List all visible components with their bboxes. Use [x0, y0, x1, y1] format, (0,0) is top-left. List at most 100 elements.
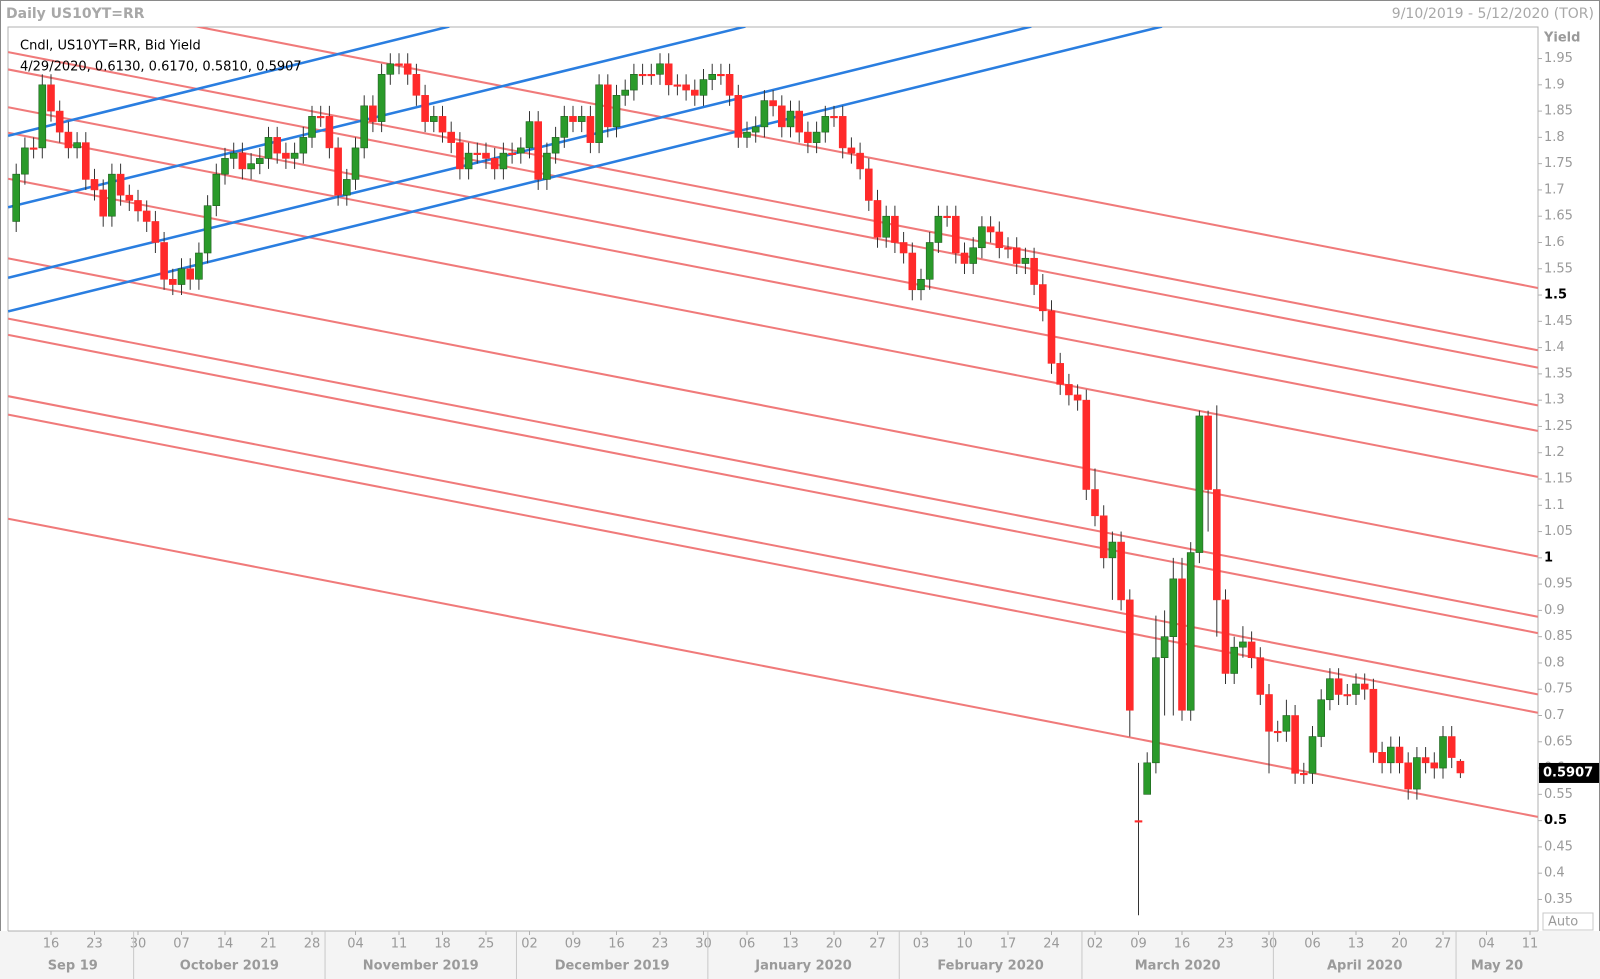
- candle-body: [73, 142, 81, 149]
- candle-body: [664, 63, 673, 86]
- y-tick-label: 1.35: [1544, 366, 1573, 381]
- candle-body: [586, 116, 595, 143]
- month-label: January 2020: [754, 959, 851, 974]
- candle-body: [203, 205, 212, 254]
- candle-body: [308, 116, 316, 138]
- candle-body: [29, 147, 38, 150]
- candle-body: [1186, 552, 1195, 711]
- y-tick-label: 1.85: [1544, 104, 1573, 119]
- candle-body: [412, 74, 421, 96]
- candle-body: [551, 137, 560, 154]
- candle-body: [899, 242, 908, 254]
- candle-body: [1039, 284, 1047, 312]
- candle-body: [621, 89, 630, 96]
- x-tick-label: 14: [217, 937, 234, 952]
- candle-body: [690, 89, 699, 96]
- candle-body: [1456, 760, 1465, 774]
- candle-body: [612, 95, 621, 128]
- y-tick-label: 1.3: [1544, 393, 1565, 408]
- candle-body: [673, 84, 682, 87]
- candle-body: [464, 152, 473, 170]
- candle-body: [1056, 363, 1064, 385]
- candle-body: [1369, 688, 1378, 753]
- red-trendline: [8, 333, 1538, 635]
- legend-line: 4/29/2020, 0.6130, 0.6170, 0.5810, 0.590…: [20, 60, 302, 75]
- candle-body: [717, 74, 725, 77]
- candle-body: [699, 79, 708, 96]
- candle-body: [1091, 489, 1099, 517]
- red-trendline: [8, 413, 1538, 714]
- candle-body: [1413, 757, 1421, 790]
- x-tick-label: 18: [434, 937, 451, 952]
- y-tick-label: 1.2: [1544, 445, 1565, 460]
- candle-body: [743, 131, 751, 138]
- x-tick-label: 25: [478, 937, 495, 952]
- x-tick-label: 04: [1478, 937, 1495, 952]
- y-tick-label: 1.95: [1544, 51, 1573, 66]
- chart-title: Daily US10YT=RR: [6, 6, 145, 22]
- last-value: 0.5907: [1543, 765, 1593, 780]
- candle-body: [638, 74, 647, 77]
- candle-body: [856, 152, 864, 170]
- y-tick-label: 1.4: [1544, 340, 1565, 355]
- month-label: March 2020: [1135, 959, 1221, 974]
- candle-body: [1152, 657, 1160, 764]
- candle-body: [995, 231, 1004, 249]
- candle-body: [186, 268, 194, 280]
- candle-body: [1395, 746, 1404, 764]
- candle-body: [682, 84, 690, 91]
- candle-body: [169, 278, 177, 285]
- candle-body: [47, 84, 55, 112]
- candle-body: [603, 84, 612, 128]
- candle-body: [499, 152, 508, 170]
- candle-body: [1230, 646, 1238, 674]
- x-tick-label: 07: [173, 937, 190, 952]
- month-label: December 2019: [555, 959, 670, 974]
- x-tick-label: 17: [1000, 937, 1017, 952]
- candle-body: [386, 63, 395, 75]
- x-tick-label: 16: [1174, 937, 1191, 952]
- candle-body: [1343, 694, 1352, 697]
- candle-body: [838, 116, 847, 149]
- candle-body: [847, 147, 856, 154]
- candle-body: [1099, 515, 1108, 559]
- red-trendline: [8, 317, 1538, 618]
- candle-body: [647, 74, 656, 77]
- candle-body: [1308, 736, 1317, 774]
- candle-body: [55, 110, 64, 133]
- candle-body: [812, 131, 821, 143]
- x-tick-label: 27: [1435, 937, 1452, 952]
- x-tick-label: 11: [391, 937, 408, 952]
- scale-mode-box: [1542, 912, 1594, 931]
- candle-body: [908, 252, 917, 291]
- x-tick-label: 11: [1522, 937, 1539, 952]
- candle-body: [577, 116, 586, 122]
- red-trendline: [8, 106, 1538, 407]
- candle-body: [273, 137, 282, 154]
- red-trendline: [193, 27, 1538, 289]
- y-tick-label: 0.75: [1544, 682, 1573, 697]
- candle-body: [1160, 636, 1169, 658]
- candle-body: [1213, 489, 1221, 601]
- candle-body: [325, 116, 334, 149]
- red-trendline: [8, 131, 1538, 432]
- candle-body: [795, 110, 804, 133]
- y-tick-label: 1.25: [1544, 419, 1573, 434]
- candle-body: [1004, 247, 1012, 250]
- candle-body: [160, 242, 168, 280]
- candle-body: [255, 158, 264, 164]
- last-value-box: [1539, 762, 1599, 783]
- x-tick-label: 16: [43, 937, 60, 952]
- candle-body: [447, 131, 456, 143]
- candle-body: [1421, 757, 1430, 764]
- candle-body: [1282, 715, 1291, 732]
- candle-body: [438, 116, 447, 133]
- candle-body: [864, 168, 873, 201]
- candle-body: [108, 173, 116, 217]
- candle-body: [917, 278, 925, 291]
- candle-body: [777, 105, 786, 128]
- candle-body: [177, 268, 186, 285]
- red-trendline: [8, 517, 1538, 818]
- red-trendline: [8, 68, 1538, 369]
